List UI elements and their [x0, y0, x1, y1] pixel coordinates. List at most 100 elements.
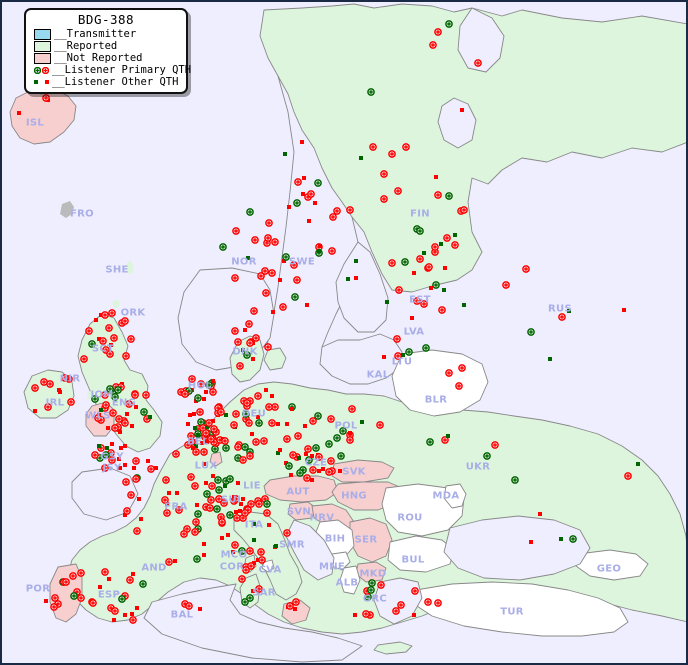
- listener-other-qth-marker: [204, 390, 208, 394]
- listener-primary-qth-marker: [285, 462, 293, 470]
- landmass-layer: [2, 3, 686, 663]
- listener-primary-qth-marker: [411, 587, 419, 595]
- arctic-sea-inlet: [457, 7, 505, 73]
- legend-title: BDG-388: [77, 12, 135, 27]
- listener-other-qth-marker: [125, 412, 129, 416]
- listener-primary-qth-marker: [420, 300, 428, 308]
- legend-label-transmitter: __Transmitter: [54, 27, 137, 40]
- qth-circle-icon: [42, 66, 49, 74]
- listener-primary-qth-marker: [241, 443, 249, 451]
- listener-primary-qth-marker: [380, 195, 388, 203]
- listener-other-qth-marker: [304, 452, 308, 456]
- listener-other-qth-marker: [567, 309, 571, 313]
- listener-other-qth-marker: [238, 509, 242, 513]
- listener-other-qth-marker: [346, 277, 350, 281]
- listener-primary-qth-marker: [263, 509, 271, 517]
- listener-other-qth-marker: [234, 510, 238, 514]
- listener-primary-qth-marker: [126, 576, 134, 584]
- listener-other-qth-marker: [205, 440, 209, 444]
- listener-primary-qth-marker: [431, 243, 439, 251]
- listener-primary-qth-marker: [257, 548, 265, 556]
- listener-primary-qth-marker: [380, 170, 388, 178]
- listener-primary-qth-marker: [125, 400, 133, 408]
- listener-primary-qth-marker: [133, 527, 141, 535]
- legend-icons-listener-primary-qth: [34, 66, 49, 74]
- listener-primary-qth-marker: [511, 476, 519, 484]
- listener-primary-qth-marker: [289, 451, 297, 459]
- listener-other-qth-marker: [439, 242, 443, 246]
- listener-primary-qth-marker: [208, 482, 216, 490]
- listener-other-qth-marker: [256, 558, 260, 562]
- listener-primary-qth-marker: [101, 391, 109, 399]
- listener-other-qth-marker: [313, 201, 317, 205]
- listener-other-qth-marker: [205, 425, 209, 429]
- listener-other-qth-marker: [123, 463, 127, 467]
- listener-primary-qth-marker: [231, 541, 239, 549]
- listener-other-qth-marker: [359, 156, 363, 160]
- country-fill-albania-white: [339, 565, 361, 595]
- listener-other-qth-marker: [412, 613, 416, 617]
- listener-primary-qth-marker: [114, 386, 122, 394]
- listener-other-qth-marker: [154, 466, 158, 470]
- listener-primary-qth-marker: [502, 281, 510, 289]
- legend-label-not-reported: __Not Reported: [54, 51, 143, 64]
- country-fill-bulgaria-white: [387, 535, 455, 573]
- listener-other-qth-marker: [98, 585, 102, 589]
- listener-primary-qth-marker: [268, 269, 276, 277]
- legend-icons-listener-other-qth: [34, 80, 49, 84]
- listener-other-qth-marker: [196, 433, 200, 437]
- listener-primary-qth-marker: [226, 475, 234, 483]
- listener-primary-qth-marker: [241, 509, 249, 517]
- listener-other-qth-marker: [117, 457, 121, 461]
- listener-other-qth-marker: [198, 607, 202, 611]
- listener-primary-qth-marker: [172, 450, 180, 458]
- country-fill-luxembourg: [209, 451, 223, 467]
- listener-primary-qth-marker: [147, 465, 155, 473]
- listener-primary-qth-marker: [307, 190, 315, 198]
- listener-other-qth-marker: [278, 448, 282, 452]
- listener-primary-qth-marker: [207, 435, 215, 443]
- legend-rows: __Transmitter __Reported __Not Reported __L…: [30, 27, 191, 88]
- listener-primary-qth-marker: [42, 94, 50, 102]
- listener-primary-qth-marker: [101, 568, 109, 576]
- listener-other-qth-marker: [284, 461, 288, 465]
- listener-primary-qth-marker: [252, 334, 260, 342]
- listener-primary-qth-marker: [624, 472, 632, 480]
- listener-primary-qth-marker: [110, 334, 118, 342]
- listener-other-qth-marker: [33, 409, 37, 413]
- listener-primary-qth-marker: [131, 391, 139, 399]
- listener-primary-qth-marker: [163, 509, 171, 517]
- listener-other-qth-marker: [338, 469, 342, 473]
- listener-other-qth-marker: [348, 431, 352, 435]
- listener-primary-qth-marker: [62, 578, 70, 586]
- listener-other-qth-marker: [202, 542, 206, 546]
- white-sea: [437, 97, 477, 149]
- listener-primary-qth-marker: [247, 562, 255, 570]
- listener-primary-qth-marker: [422, 344, 430, 352]
- listener-primary-qth-marker: [101, 464, 109, 472]
- country-fill-moldova-white: [443, 483, 467, 509]
- listener-other-qth-marker: [360, 420, 364, 424]
- map-legend: BDG-388 __Transmitter __Reported __Not Rep…: [24, 8, 191, 94]
- listener-other-qth-marker: [256, 415, 260, 419]
- listener-primary-qth-marker: [438, 306, 446, 314]
- listener-primary-qth-marker: [127, 335, 135, 343]
- listener-primary-qth-marker: [192, 518, 200, 526]
- listener-primary-qth-marker: [187, 432, 195, 440]
- listener-other-qth-marker: [300, 140, 304, 144]
- listener-other-qth-marker: [236, 481, 240, 485]
- listener-primary-qth-marker: [327, 457, 335, 465]
- listener-primary-qth-marker: [296, 469, 304, 477]
- listener-primary-qth-marker: [77, 594, 85, 602]
- country-fill-turkey-white: [413, 581, 629, 637]
- listener-primary-qth-marker: [108, 309, 116, 317]
- listener-primary-qth-marker: [231, 274, 239, 282]
- legend-item-listener-primary-qth: __Listener Primary QTH: [30, 64, 191, 76]
- listener-primary-qth-marker: [122, 352, 130, 360]
- listener-primary-qth-marker: [314, 179, 322, 187]
- listener-other-qth-marker: [559, 537, 563, 541]
- listener-primary-qth-marker: [441, 436, 449, 444]
- listener-primary-qth-marker: [293, 276, 301, 284]
- listener-primary-qth-marker: [236, 362, 244, 370]
- legend-label-listener-other-qth: __Listener Other QTH: [52, 75, 179, 88]
